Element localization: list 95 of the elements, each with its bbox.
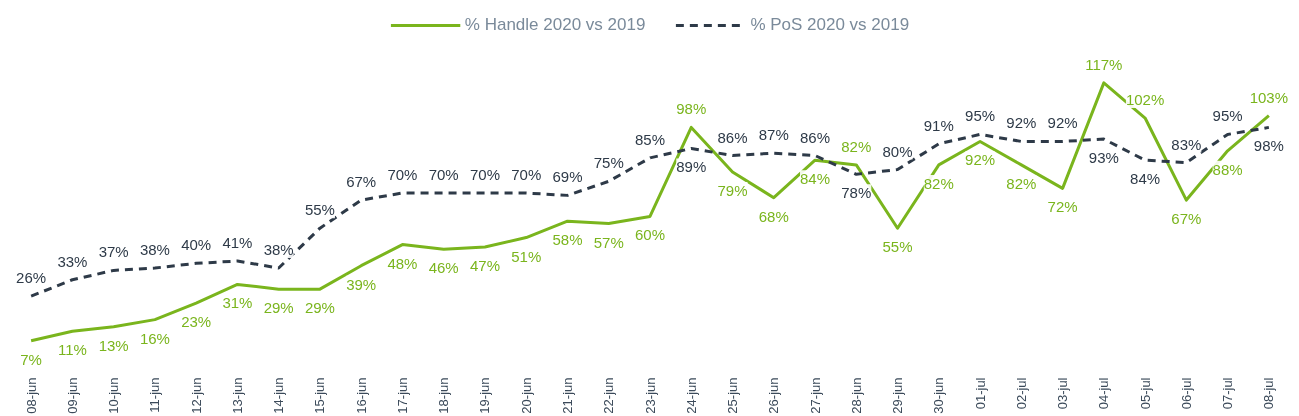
x-tick-label: 23-jun [642,377,658,414]
data-label: 68% [758,207,789,225]
data-label: 55% [304,201,335,219]
data-label: 40% [181,236,212,254]
data-label: 57% [593,233,624,251]
x-tick-label: 25-jun [725,377,741,414]
data-label: 29% [263,299,294,317]
data-label: 70% [469,166,500,184]
x-tick-label: 10-jun [106,377,122,414]
data-label: 84% [800,170,831,188]
data-label: 26% [16,269,47,287]
data-label: 33% [57,252,88,270]
x-tick-label: 17-jun [394,377,410,414]
data-label: 102% [1125,91,1165,109]
data-label: 92% [1006,114,1037,132]
legend-label: % Handle 2020 vs 2019 [464,15,646,35]
data-label: 55% [882,238,913,256]
data-label: 79% [717,181,748,199]
data-label: 16% [139,329,170,347]
legend-label: % PoS 2020 vs 2019 [750,15,910,35]
data-label: 82% [923,174,954,192]
data-label: 67% [1171,210,1202,228]
x-tick-label: 24-jun [683,377,699,414]
data-label: 51% [511,247,542,265]
x-tick-label: 11-jun [147,377,163,413]
data-label: 38% [263,241,294,259]
x-tick-label: 08-jul [1261,377,1277,410]
data-label: 70% [428,166,459,184]
x-tick-label: 21-jun [559,377,575,414]
data-label: 84% [1130,170,1161,188]
data-label: 47% [469,256,500,274]
x-tick-label: 03-jul [1055,377,1071,410]
data-label: 80% [882,142,913,160]
x-tick-label: 26-jun [766,377,782,414]
data-label: 78% [841,184,872,202]
data-label: 98% [1253,137,1284,155]
data-label: 41% [222,234,253,252]
data-label: 89% [676,158,707,176]
data-label: 86% [717,128,748,146]
x-tick-label: 14-jun [271,377,287,414]
data-label: 29% [304,299,335,317]
x-tick-label: 29-jun [890,377,906,414]
data-label: 86% [800,128,831,146]
x-tick-label: 02-jul [1013,377,1029,410]
x-tick-label: 09-jun [64,377,80,414]
data-label: 46% [428,259,459,277]
data-label: 11% [57,341,87,359]
data-label: 98% [676,100,707,118]
x-tick-label: 27-jun [807,377,823,414]
data-label: 85% [634,130,666,148]
x-tick-label: 30-jun [931,377,947,414]
x-tick-label: 22-jun [601,377,617,414]
x-tick-label: 06-jul [1178,377,1194,410]
data-label: 31% [222,294,253,312]
data-label: 38% [139,241,170,259]
data-label: 69% [552,168,583,186]
x-tick-label: 15-jun [312,377,328,414]
data-label: 93% [1088,149,1119,167]
data-label: 91% [923,116,954,134]
data-label: 13% [98,336,129,354]
x-tick-label: 07-jul [1220,377,1236,410]
data-label: 87% [758,126,789,144]
x-tick-label: 13-jun [229,377,245,414]
data-label: 92% [965,151,996,169]
data-label: 103% [1249,88,1289,106]
x-tick-label: 01-jul [972,377,988,410]
x-tick-label: 12-jun [188,377,204,414]
x-tick-label: 16-jun [353,377,369,414]
data-label: 48% [387,254,418,272]
data-label: 37% [98,243,129,261]
data-label: 82% [1006,174,1037,192]
x-tick-label: 08-jun [23,377,39,414]
data-label: 60% [634,226,666,244]
data-label: 75% [593,154,624,172]
data-label: 58% [552,231,583,249]
x-tick-label: 20-jun [518,377,534,414]
x-tick-label: 28-jun [848,377,864,414]
data-label: 92% [1047,114,1078,132]
data-label: 95% [965,107,996,125]
data-label: 83% [1171,135,1202,153]
data-label: 70% [387,166,418,184]
x-tick-label: 04-jul [1096,377,1112,410]
data-label: 23% [181,313,212,331]
data-label: 82% [841,137,872,155]
data-label: 117% [1085,55,1123,73]
data-label: 95% [1212,107,1243,125]
data-label: 72% [1047,198,1078,216]
data-label: 39% [346,275,377,293]
x-tick-label: 05-jul [1137,377,1153,410]
data-label: 70% [511,166,542,184]
data-label: 67% [346,173,377,191]
x-tick-label: 19-jun [477,377,493,414]
x-tick-label: 18-jun [436,377,452,414]
data-label: 7% [20,350,42,368]
data-label: 88% [1212,160,1243,178]
